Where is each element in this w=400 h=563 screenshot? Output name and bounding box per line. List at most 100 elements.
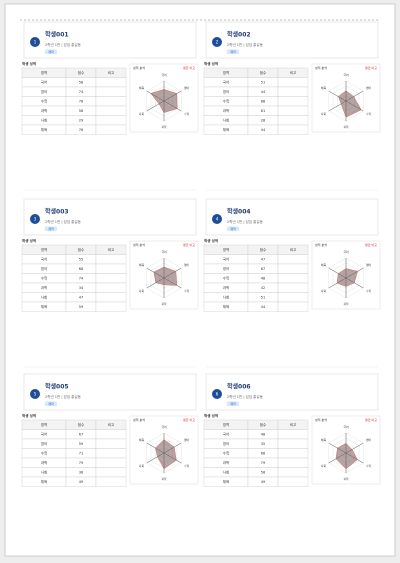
table-cell [95, 86, 127, 97]
row-label: 체육 [41, 127, 48, 132]
score: 58 [261, 470, 265, 474]
radar-label: 영어 [184, 438, 190, 442]
student-name: 학생001 [45, 31, 69, 39]
table-label: 학생 성적 [204, 413, 218, 418]
score: 49 [79, 480, 83, 484]
table-cell [277, 301, 309, 312]
radar-label: 과학 [161, 477, 167, 481]
score: 47 [79, 295, 83, 299]
row-label: 국어 [41, 431, 47, 436]
score: 44 [261, 90, 266, 94]
row-label: 수학 [223, 275, 230, 280]
header-text: 점수 [78, 422, 85, 427]
score: 49 [261, 480, 265, 484]
radar-label: 과학 [161, 125, 167, 129]
score: 51 [261, 295, 265, 299]
table-cell [95, 115, 127, 126]
radar-label: 체육 [139, 263, 145, 267]
table-cell [95, 282, 127, 293]
radar-label: 과학 [343, 302, 349, 306]
score: 81 [261, 109, 265, 113]
score: 47 [261, 257, 265, 261]
student-number: 3 [34, 217, 37, 222]
table-cell [277, 86, 309, 97]
score: 74 [79, 276, 84, 280]
status-tag [227, 401, 239, 406]
row-label: 사회 [223, 117, 229, 122]
row-label: 영어 [41, 266, 47, 271]
student-number: 5 [34, 392, 37, 397]
table-cell [95, 301, 127, 312]
header-text: 비고 [290, 70, 297, 75]
table-cell [277, 273, 309, 284]
table-cell [95, 467, 127, 478]
row-label: 체육 [223, 304, 230, 309]
radar-label: 사회 [139, 289, 145, 293]
student-number: 1 [34, 40, 37, 45]
row-label: 영어 [41, 441, 47, 446]
student-info: 2학년 1반 | 담임 홍길동 [45, 394, 82, 399]
student-info: 2학년 1반 | 담임 홍길동 [227, 42, 264, 47]
score: 79 [261, 461, 265, 465]
chart-note: 평균 비교 [183, 417, 195, 422]
radar-label: 영어 [366, 86, 372, 90]
radar-label: 수학 [184, 464, 190, 468]
number-badge [30, 389, 40, 399]
score: 44 [261, 128, 266, 132]
radar-shape [338, 90, 362, 118]
student-info: 2학년 1반 | 담임 홍길동 [227, 394, 264, 399]
header-text: 영역 [223, 247, 229, 252]
row-label: 체육 [223, 127, 230, 132]
radar-label: 수학 [184, 289, 190, 293]
chart-note: 평균 비교 [183, 65, 195, 70]
radar-label: 체육 [321, 86, 327, 90]
header-text: 비고 [290, 247, 297, 252]
score: 58 [79, 80, 83, 84]
radar-label: 영어 [366, 263, 372, 267]
table-cell [277, 429, 309, 440]
chart-note: 평균 비교 [365, 65, 377, 70]
status-tag [45, 49, 57, 54]
radar-label: 국어 [343, 250, 349, 254]
row-label: 사회 [223, 469, 229, 474]
chart-title: 성적 분석 [315, 242, 327, 247]
score: 48 [261, 432, 265, 436]
radar-label: 국어 [161, 425, 167, 429]
radar-label: 영어 [184, 263, 190, 267]
student-number: 6 [216, 392, 219, 397]
row-label: 국어 [41, 79, 47, 84]
status-tag [227, 226, 239, 231]
status-tag [227, 49, 239, 54]
header-text: 점수 [78, 247, 85, 252]
table-cell [277, 476, 309, 487]
row-label: 체육 [41, 479, 48, 484]
score: 28 [261, 118, 265, 122]
table-cell [95, 254, 127, 265]
row-label: 수학 [41, 450, 48, 455]
radar-label: 국어 [343, 73, 349, 77]
row-label: 국어 [223, 431, 229, 436]
number-badge [30, 37, 40, 47]
row-label: 영어 [223, 266, 229, 271]
row-label: 국어 [223, 256, 229, 261]
header-text: 영역 [223, 70, 229, 75]
header-text: 점수 [78, 70, 85, 75]
header-text: 비고 [108, 70, 115, 75]
table-label: 학생 성적 [22, 413, 36, 418]
number-badge [212, 37, 222, 47]
score: 59 [79, 305, 83, 309]
status-tag-text: 재학 [230, 49, 236, 54]
student-name: 학생002 [227, 31, 251, 39]
radar-shape [336, 268, 358, 287]
score: 59 [79, 442, 83, 446]
status-tag-text: 재학 [48, 401, 54, 406]
table-cell [277, 292, 309, 303]
table-label: 학생 성적 [204, 61, 218, 66]
header-text: 영역 [41, 70, 47, 75]
chart-title: 성적 분석 [133, 65, 145, 70]
radar-label: 영어 [184, 86, 190, 90]
row-label: 수학 [223, 98, 230, 103]
header-text: 점수 [260, 422, 267, 427]
header-text: 비고 [108, 247, 115, 252]
